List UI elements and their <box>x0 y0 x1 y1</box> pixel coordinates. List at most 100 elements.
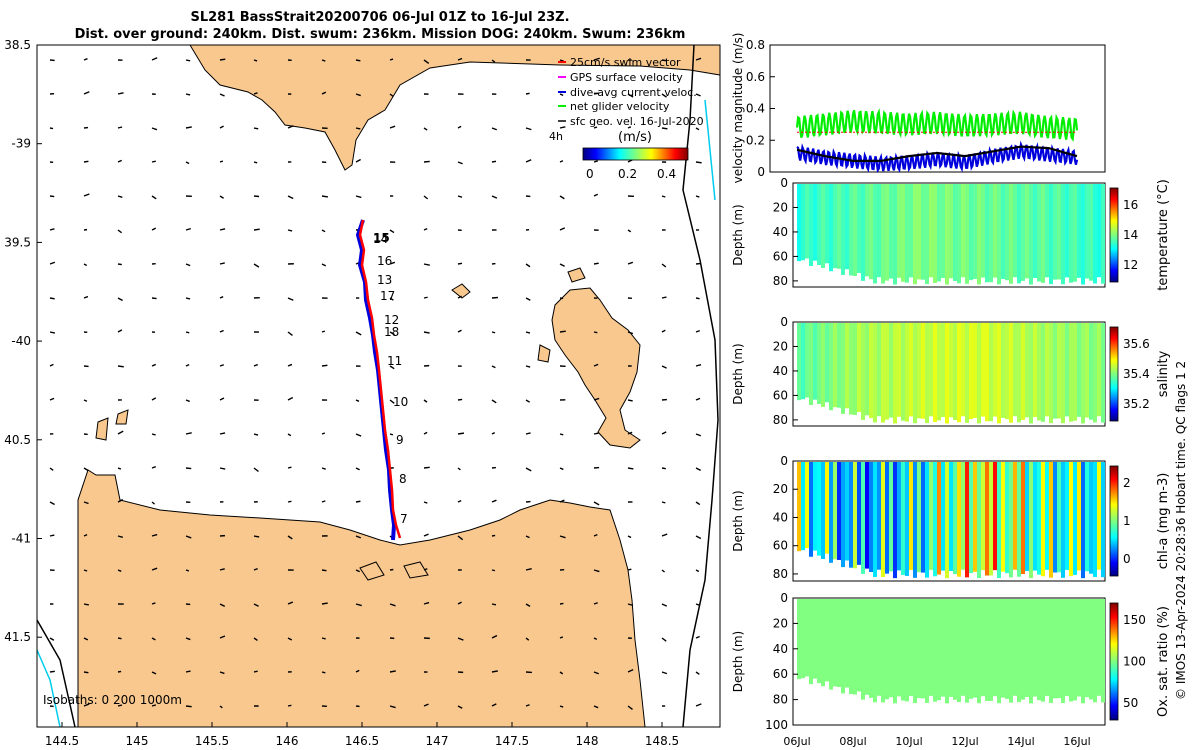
time-tick: 06Jul <box>783 735 810 748</box>
temperature-cell <box>865 184 869 277</box>
salinity-y-tick: 40 <box>773 364 788 378</box>
oxygen-cell <box>913 599 917 704</box>
salinity-cell <box>929 323 933 417</box>
salinity-cell <box>941 323 945 418</box>
chl-a-cell <box>905 462 909 576</box>
temperature-cell <box>1001 184 1005 279</box>
oxygen-cell <box>933 599 937 702</box>
chl-a-cell <box>1065 462 1069 570</box>
temperature-cell <box>825 184 829 264</box>
temperature-cell <box>993 184 997 278</box>
temperature-y-tick: 60 <box>773 249 788 263</box>
map-y-tick: -40 <box>11 334 31 348</box>
salinity-cell <box>825 323 829 403</box>
salinity-cell <box>977 323 981 424</box>
day-label: 13 <box>377 273 392 287</box>
isobath-note: Isobaths: 0 200 1000m <box>43 693 182 707</box>
legend-swim: 25cm/s swim vector <box>570 56 681 69</box>
velocity-y-tick: 0 <box>757 165 765 179</box>
time-tick: 16Jul <box>1063 735 1090 748</box>
map-y-ticks: 38.5 -39 39.5 -40 40.5 -41 41.5 <box>4 38 42 644</box>
oxygen-y-tick: 60 <box>773 667 788 681</box>
day-label: 18 <box>384 325 399 339</box>
chl-a-y-tick: 80 <box>773 567 788 581</box>
map-y-tick: 40.5 <box>4 433 31 447</box>
temperature-cell <box>985 184 989 283</box>
oxygen-cell <box>1065 599 1069 696</box>
salinity-cell <box>933 323 937 422</box>
salinity-cell <box>913 323 917 424</box>
oxygen-cell <box>1077 599 1081 697</box>
day-label: 10 <box>393 395 408 409</box>
chl-a-cell <box>801 462 805 551</box>
time-axis: 06Jul 08Jul 10Jul 12Jul 14Jul 16Jul <box>783 735 1090 748</box>
map-y-tick: -39 <box>11 137 31 151</box>
chl-a-cell <box>1069 462 1073 577</box>
salinity-cell <box>969 323 973 420</box>
oxygen-cell <box>909 599 913 697</box>
salinity-cell <box>945 323 949 424</box>
chl-a-cell <box>821 462 825 559</box>
chl-a-colorbar <box>1109 465 1119 577</box>
temperature-cell <box>845 184 849 270</box>
salinity-y-tick: 60 <box>773 388 788 402</box>
oxygen-cb-tick: 150 <box>1123 613 1146 627</box>
map-x-tick: 148.5 <box>645 734 679 748</box>
salinity-cell <box>1053 323 1057 419</box>
temperature-cell <box>957 184 961 284</box>
chl-a-cell <box>837 462 841 560</box>
chl-a-cell <box>1001 462 1005 572</box>
temperature-cell <box>821 184 825 268</box>
oxygen-cell <box>837 599 841 688</box>
oxygen-cell <box>1045 599 1049 696</box>
chl-a-cell <box>973 462 977 572</box>
temperature-cell <box>1013 184 1017 278</box>
salinity-cell <box>1061 323 1065 424</box>
chl-a-cell <box>833 462 837 560</box>
chl-a-cell <box>925 462 929 578</box>
oxygen-y-tick: 0 <box>780 591 788 605</box>
salinity-cell <box>865 323 869 416</box>
oxygen-cell <box>989 599 993 701</box>
oxygen-cb-tick: 50 <box>1123 696 1138 710</box>
salinity-cell <box>829 323 833 411</box>
temperature-cell <box>953 184 957 281</box>
oxygen-cell <box>1001 599 1005 698</box>
temperature-cell <box>1053 184 1057 280</box>
chl-a-cell <box>817 462 821 556</box>
chl-a-cell <box>825 462 829 554</box>
chl-a-cell <box>889 462 893 572</box>
temperature-cell <box>969 184 973 281</box>
salinity-cell <box>1029 323 1033 424</box>
velocity-y-tick: 0.4 <box>746 102 765 116</box>
salinity-cell <box>1093 323 1097 423</box>
salinity-cell <box>841 323 845 414</box>
temperature-cell <box>849 184 853 276</box>
chl-a-cell <box>1021 462 1025 574</box>
map-x-ticks: 144.5 145 145.5 146 146.5 147 147.5 148 148.5 <box>45 722 679 748</box>
legend-sfc-geo: sfc geo. vel. 16-Jul-2020 <box>570 115 704 128</box>
temperature-cell <box>1017 184 1021 284</box>
map-x-tick: 146.5 <box>345 734 379 748</box>
oxygen-cell <box>805 599 809 677</box>
temperature-cell <box>897 184 901 278</box>
oxygen-cell <box>1013 599 1017 696</box>
oxygen-y-tick: 100 <box>765 718 788 732</box>
temperature-cell <box>817 184 821 266</box>
chl-a-cell <box>909 462 913 570</box>
temperature-cell <box>905 184 909 283</box>
salinity-cell <box>845 323 849 409</box>
chl-a-cb-tick: 2 <box>1123 476 1131 490</box>
oxygen-cell <box>1029 599 1033 704</box>
chl-a-cell <box>1101 462 1105 578</box>
chl-a-cell <box>933 462 937 577</box>
temperature-cell <box>973 184 977 280</box>
temperature-y-tick: 40 <box>773 225 788 239</box>
salinity-cell <box>813 323 817 400</box>
oxygen-cell <box>881 599 885 703</box>
salinity-cell <box>953 323 957 420</box>
chl-a-cell <box>1033 462 1037 571</box>
oxygen-cb-tick: 100 <box>1123 655 1146 669</box>
